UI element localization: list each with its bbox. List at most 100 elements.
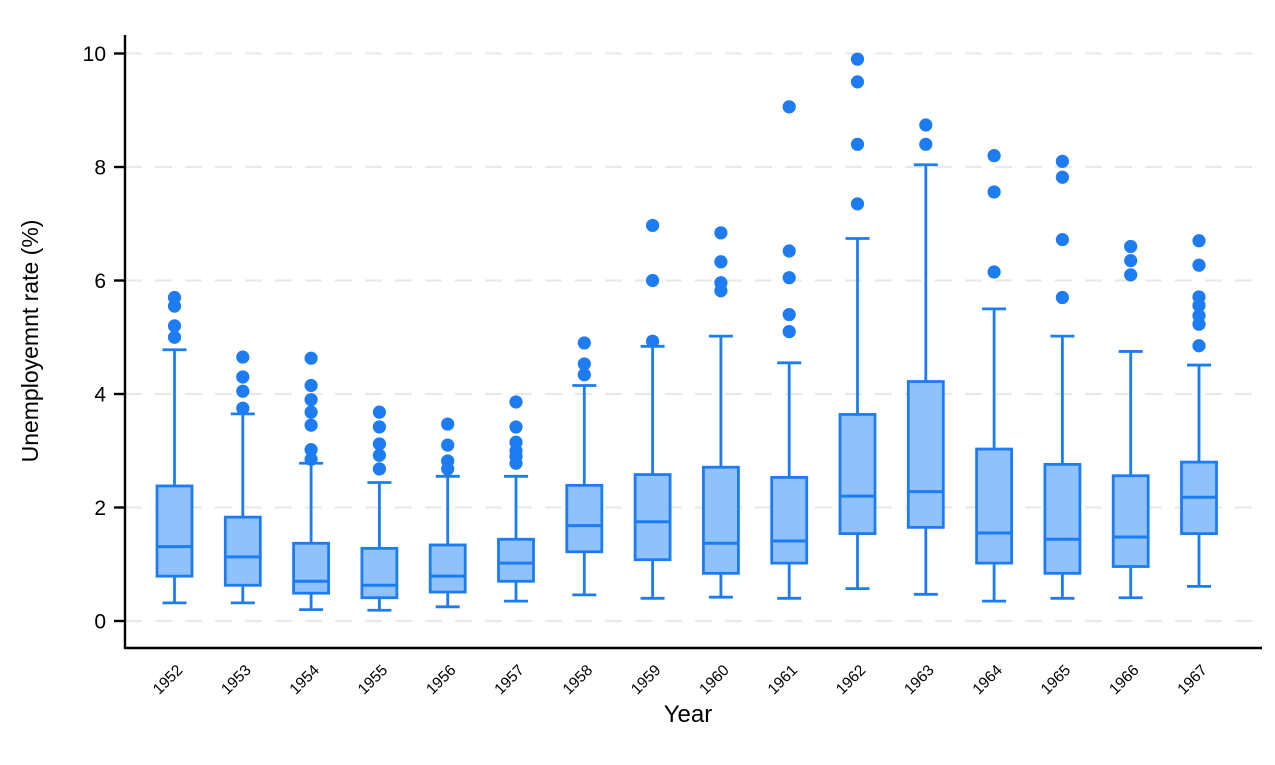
x-tick-label-1958: 1958 [560,662,596,698]
x-tick-label-1955: 1955 [355,662,391,698]
x-tick-labels: 1952 1953 1954 1955 1956 1957 1958 1959 1960 1961… [150,662,1211,699]
x-tick-label-1957: 1957 [491,662,527,698]
outlier-dot [646,218,660,233]
outlier-dot [509,456,523,470]
outlier-dot [304,452,318,466]
outlier-dot [1124,268,1138,282]
y-tick-label: 6 [94,270,106,293]
x-tick-label-1960: 1960 [696,662,733,699]
iqr-box [906,380,945,529]
x-tick-label-1967: 1967 [1174,662,1210,698]
outlier-dot [509,420,523,434]
outlier-dot [782,244,796,258]
outlier-dot [167,319,182,333]
outlier-dot [1124,239,1138,254]
outlier-dot [919,118,933,132]
x-tick-label-1966: 1966 [1106,662,1142,698]
axes [114,35,1262,650]
iqr-box [155,484,194,578]
iqr-box [975,447,1013,565]
x-tick-label-1956: 1956 [423,662,459,698]
outlier-dot [782,100,796,114]
boxplot-1958 [565,336,604,597]
outlier-dot [577,357,591,371]
outlier-dot [372,462,386,476]
x-tick-label-1965: 1965 [1038,662,1074,698]
x-tick-label-1961: 1961 [765,662,801,698]
outlier-dot [304,393,318,407]
boxplot-1962 [838,52,877,591]
boxplot-1960 [702,226,740,599]
outlier-dot [646,334,660,348]
outlier-dot [167,330,182,344]
outlier-dot [441,462,455,476]
y-tick-label: 4 [94,384,106,407]
outlier-dot [782,307,796,322]
x-tick-label-1962: 1962 [833,662,869,698]
boxplot-1966 [1111,239,1150,600]
outlier-dot [236,384,250,398]
x-tick-label-1952: 1952 [150,662,186,698]
outlier-dot [782,324,796,339]
boxplot-1956 [428,417,467,609]
iqr-box [770,476,809,565]
outlier-dot [304,443,318,457]
y-tick-label: 2 [94,497,106,520]
x-axis-title: Year [664,701,713,728]
outlier-dot [714,255,728,269]
iqr-box [1043,462,1082,575]
outlier-dot [304,351,318,365]
outlier-dot [987,149,1001,163]
outlier-dot [987,185,1001,199]
outlier-dot [987,265,1001,279]
y-tick-label: 10 [83,43,106,66]
y-tick-label: 0 [94,611,106,634]
outlier-dot [304,418,318,432]
outlier-dot [1055,154,1069,168]
outlier-dot [441,438,455,452]
outlier-dot [850,137,865,151]
outlier-dot [850,197,865,211]
x-tick-label-1953: 1953 [218,662,254,698]
outlier-dot [1055,290,1069,305]
outlier-dot [1192,339,1206,353]
boxplot-1965 [1043,154,1082,600]
iqr-box [702,465,740,575]
outlier-dot [919,137,933,151]
outlier-dot [1124,254,1138,268]
outlier-dot [236,350,250,364]
outlier-dot [850,52,865,66]
iqr-box [497,537,535,583]
iqr-box [292,541,331,595]
boxplot-1961 [770,100,809,600]
outlier-dot [372,420,386,434]
outlier-dot [577,336,591,350]
iqr-box [838,413,877,536]
outlier-dot [782,271,796,285]
outlier-dot [1192,234,1206,248]
boxplot-1963 [906,118,945,596]
outlier-dot [850,75,865,89]
outlier-dot [577,368,591,382]
y-axis-title: Unemployemnt rate (%) [17,220,43,463]
y-tick-labels: 0 2 4 6 8 10 [83,43,107,634]
y-tick-label: 8 [94,157,106,180]
boxplot-1967 [1180,234,1218,588]
outlier-dot [441,417,455,431]
outlier-dot [1055,170,1069,184]
boxplot-1957 [497,395,535,603]
iqr-box [223,515,262,587]
outlier-dot [1192,317,1206,331]
boxplot-1959 [633,218,672,600]
boxplot-1953 [223,350,262,605]
outlier-dot [372,405,386,419]
outlier-dot [372,448,386,462]
iqr-box [633,473,672,562]
boxplots [155,52,1218,612]
boxplot-1955 [360,405,399,612]
x-tick-label-1964: 1964 [970,662,1007,699]
boxplot-1964 [975,149,1013,603]
outlier-dot [1192,298,1206,313]
